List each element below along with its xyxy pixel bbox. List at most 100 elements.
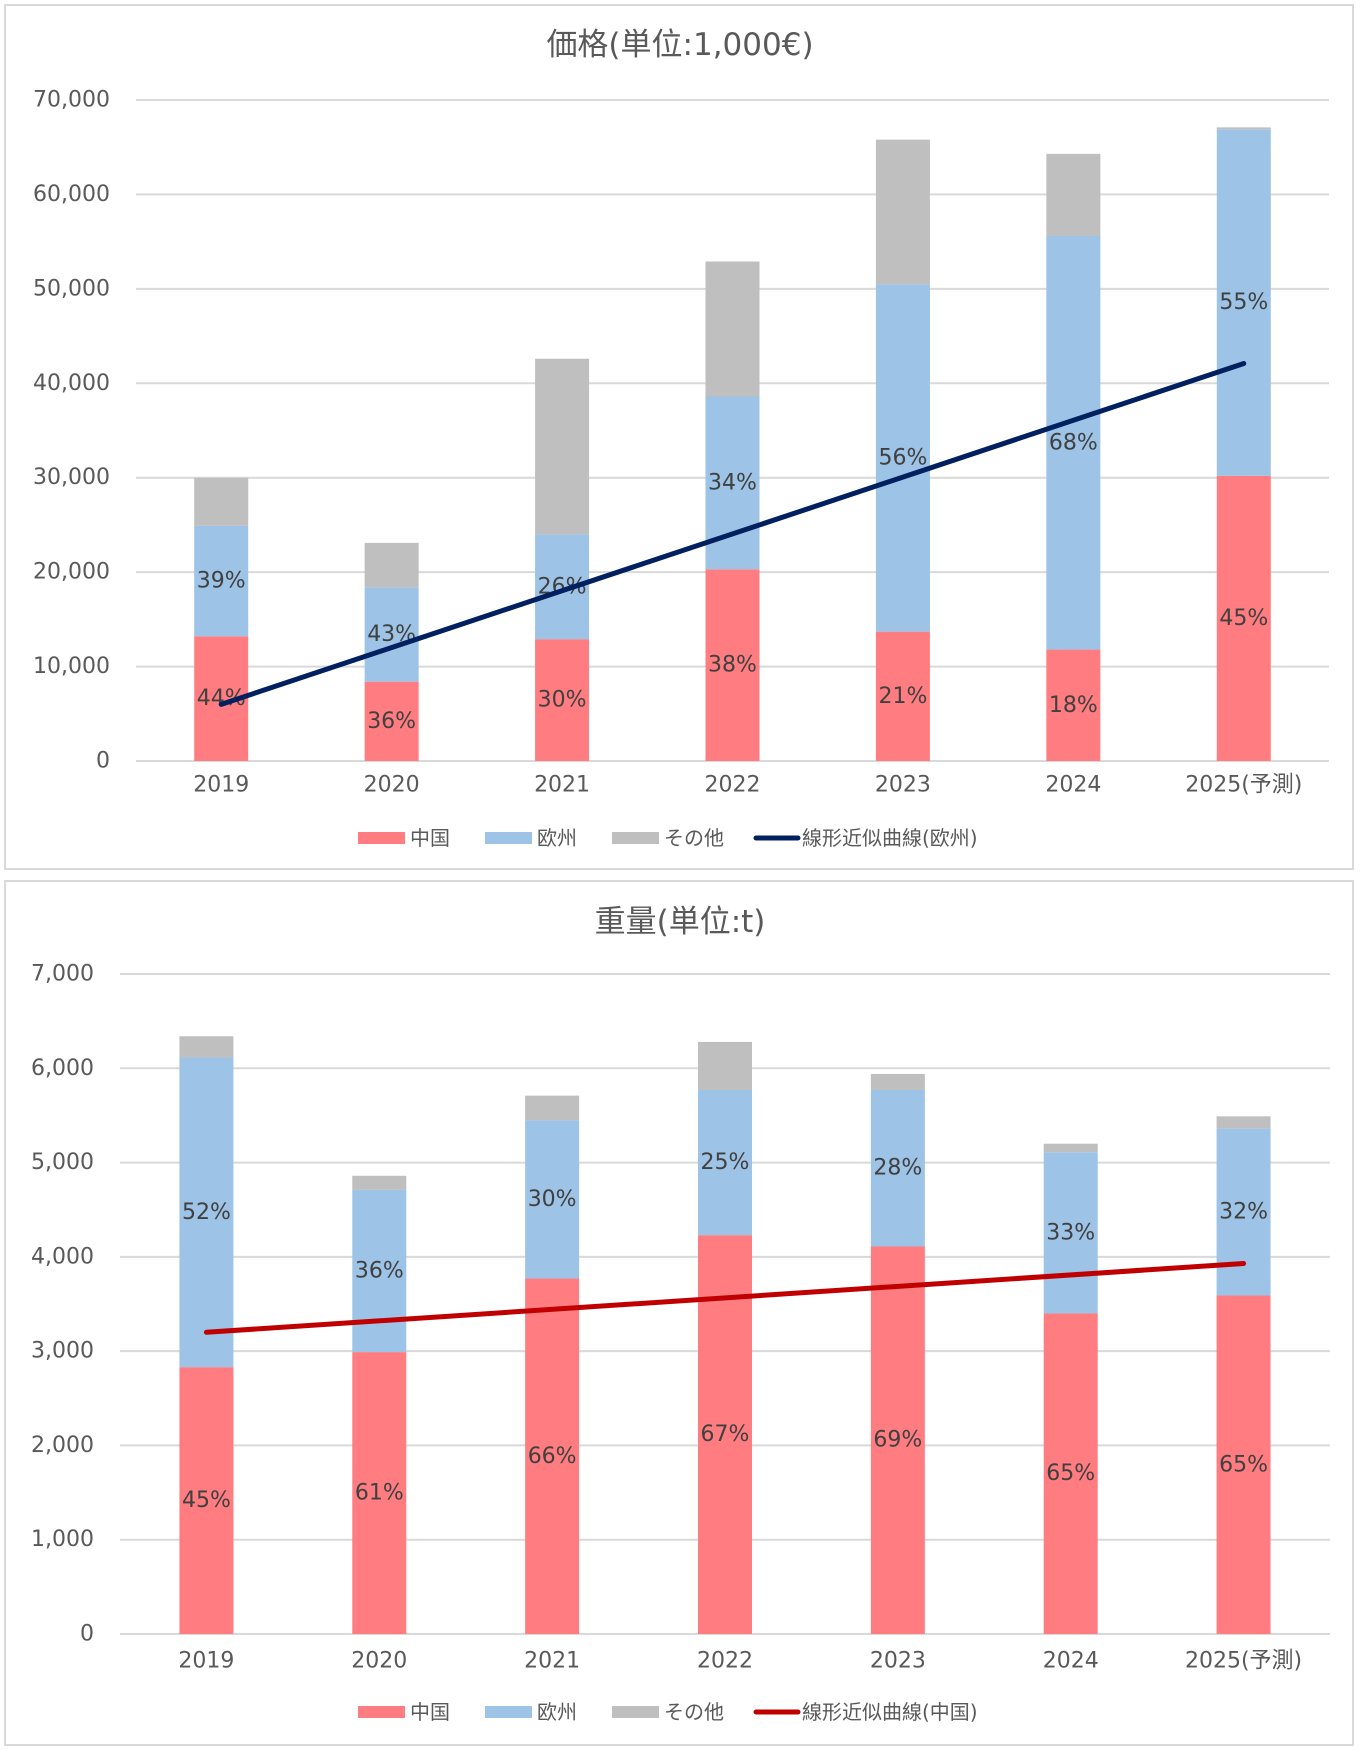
x-tick-label: 2023 <box>870 1649 926 1674</box>
y-tick-label: 30,000 <box>33 465 110 490</box>
bar-segment-other <box>525 1095 580 1121</box>
data-label: 32% <box>1219 1200 1268 1225</box>
bar-segment-europe <box>1216 1128 1271 1296</box>
y-tick-label: 1,000 <box>31 1527 94 1552</box>
weight-chart: 重量(単位:t) 0 1,000 2,000 3,000 4,000 5,000 6,000 7… <box>31 904 1330 1724</box>
legend-label: 線形近似曲線(中国) <box>802 1700 978 1724</box>
bar-segment-china <box>535 639 590 761</box>
legend-label: 欧州 <box>537 826 577 850</box>
data-label: 36% <box>355 1259 404 1284</box>
legend-label: その他 <box>664 1700 724 1724</box>
bar-segment-europe <box>525 1120 580 1279</box>
bar-segment-other <box>1216 1116 1271 1129</box>
data-label: 69% <box>873 1428 922 1453</box>
bar-segment-china <box>870 1246 925 1634</box>
bar-segment-europe <box>364 587 419 682</box>
y-tick-label: 60,000 <box>33 182 110 207</box>
x-tick-label: 2022 <box>697 1649 753 1674</box>
legend-swatch <box>358 1706 405 1718</box>
chart-title: 重量(単位:t) <box>595 904 766 940</box>
data-label: 39% <box>197 569 246 594</box>
bar-segment-other <box>705 261 760 397</box>
trendline <box>203 1260 1247 1335</box>
x-tick-label: 2022 <box>705 773 761 798</box>
data-label: 66% <box>528 1444 577 1469</box>
y-tick-label: 3,000 <box>31 1339 94 1364</box>
y-tick-label: 2,000 <box>31 1433 94 1458</box>
data-label: 30% <box>538 688 587 713</box>
legend-swatch <box>612 1706 659 1718</box>
bar-segment-china <box>705 569 760 761</box>
x-tick-label: 2019 <box>178 1649 234 1674</box>
bar-segment-europe <box>698 1089 752 1236</box>
bar-segment-other <box>364 542 419 588</box>
bar-segment-other <box>875 139 930 285</box>
legend: 中国 欧州 その他 線形近似曲線(欧州) <box>358 826 978 850</box>
x-tick-label: 2025(予測) <box>1185 773 1302 798</box>
bar-segment-china <box>875 631 930 761</box>
bar-segment-other <box>1046 153 1101 236</box>
data-label: 55% <box>1219 290 1268 315</box>
legend-swatch <box>485 832 532 844</box>
legend-label: 中国 <box>410 826 450 850</box>
bar-segment-europe <box>1216 129 1271 476</box>
data-label: 30% <box>528 1187 577 1212</box>
x-tick-label: 2024 <box>1043 1649 1099 1674</box>
legend-swatch <box>485 1706 532 1718</box>
data-label: 61% <box>355 1481 404 1506</box>
trendline <box>218 360 1247 707</box>
y-tick-label: 10,000 <box>33 654 110 679</box>
bar-segment-china <box>1216 475 1271 761</box>
legend: 中国 欧州 その他 線形近似曲線(中国) <box>358 1700 978 1724</box>
data-label: 52% <box>182 1200 231 1225</box>
price-chart: 価格(単位:1,000€) 0 10,000 20,000 30,000 40,000 50… <box>33 27 1329 850</box>
legend-swatch <box>358 832 405 844</box>
bar-segment-other <box>870 1073 925 1090</box>
y-tick-label: 20,000 <box>33 560 110 585</box>
bar-segment-europe <box>194 525 249 637</box>
bar-segment-other <box>179 1036 234 1058</box>
y-tick-label: 40,000 <box>33 371 110 396</box>
data-label: 67% <box>701 1422 750 1447</box>
bar-segment-other <box>698 1041 752 1090</box>
bar-segment-china <box>364 681 419 761</box>
bar-segment-europe <box>1043 1152 1098 1314</box>
x-tick-label: 2025(予測) <box>1185 1649 1302 1674</box>
data-label: 34% <box>708 470 757 495</box>
legend-label: その他 <box>664 826 724 850</box>
y-tick-label: 6,000 <box>31 1056 94 1081</box>
x-tick-label: 2020 <box>351 1649 407 1674</box>
data-label: 45% <box>182 1488 231 1513</box>
data-label: 36% <box>367 709 416 734</box>
bar-segment-other <box>535 358 590 535</box>
data-label: 28% <box>873 1156 922 1181</box>
bar-segment-other <box>1043 1143 1098 1153</box>
y-tick-label: 4,000 <box>31 1244 94 1269</box>
legend-label: 線形近似曲線(欧州) <box>802 826 978 850</box>
data-label: 21% <box>878 684 927 709</box>
bar-segment-china <box>1046 649 1101 761</box>
legend-swatch <box>612 832 659 844</box>
data-label: 25% <box>701 1150 750 1175</box>
data-label: 38% <box>708 653 757 678</box>
bar-segment-europe <box>352 1189 407 1353</box>
legend-label: 中国 <box>410 1700 450 1724</box>
bar-segment-china <box>1043 1313 1098 1634</box>
y-tick-label: 7,000 <box>31 962 94 987</box>
bar-segment-europe <box>875 284 930 632</box>
data-label: 68% <box>1049 430 1098 455</box>
bar-segment-europe <box>1046 235 1101 650</box>
bar-segment-other <box>194 477 249 526</box>
data-label: 65% <box>1219 1452 1268 1477</box>
y-tick-label: 70,000 <box>33 88 110 113</box>
x-tick-label: 2021 <box>534 773 590 798</box>
y-tick-label: 50,000 <box>33 276 110 301</box>
y-tick-label: 0 <box>96 749 110 774</box>
data-label: 18% <box>1049 693 1098 718</box>
data-label: 45% <box>1219 606 1268 631</box>
x-tick-label: 2019 <box>193 773 249 798</box>
data-label: 65% <box>1046 1461 1095 1486</box>
x-tick-label: 2024 <box>1045 773 1101 798</box>
bar-segment-china <box>525 1278 580 1634</box>
